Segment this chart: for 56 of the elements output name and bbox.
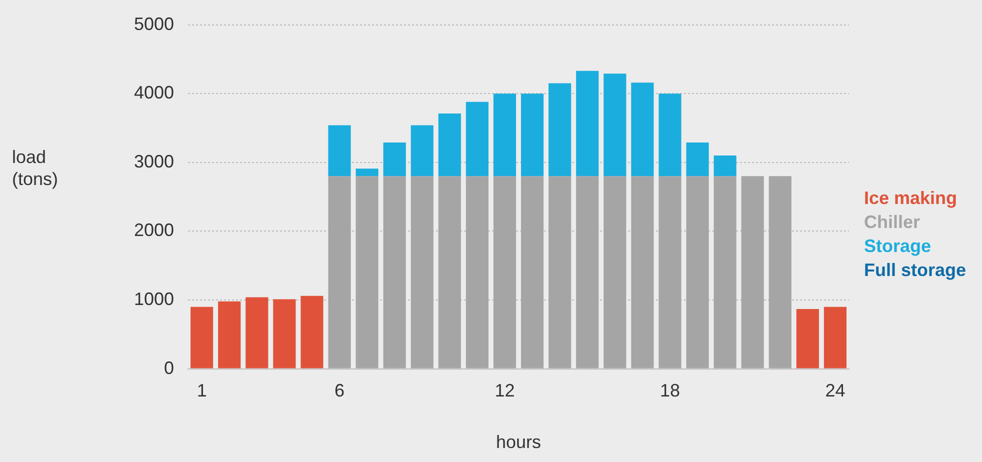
- bar: [300, 296, 324, 368]
- bar: [273, 299, 296, 368]
- text: Ice making: [864, 188, 958, 208]
- bar: [631, 82, 654, 176]
- text: Chiller: [864, 212, 920, 232]
- bar: [383, 176, 406, 368]
- bar: [768, 176, 792, 368]
- bar: [218, 301, 241, 368]
- y-axis-title: load (tons): [12, 146, 60, 190]
- bar: [356, 168, 378, 176]
- bar: [714, 176, 736, 368]
- bar: [438, 176, 461, 368]
- bar: [796, 308, 819, 368]
- y-tick-label: 1000: [134, 288, 174, 309]
- y-tick-label: 4000: [134, 82, 174, 103]
- x-axis-title: hours: [496, 432, 542, 452]
- bar: [328, 125, 351, 176]
- bar: [466, 102, 488, 176]
- bar: [548, 83, 572, 176]
- bar: [741, 176, 764, 368]
- bar: [658, 94, 682, 176]
- bar: [520, 94, 544, 176]
- bar: [576, 176, 599, 368]
- bar: [686, 176, 709, 368]
- x-tick-label: 6: [334, 380, 345, 401]
- y-tick-label: 2000: [134, 220, 174, 240]
- bar: [604, 176, 626, 368]
- bar: [604, 74, 626, 176]
- y-tick-label: 5000: [134, 14, 174, 34]
- bar: [548, 176, 572, 368]
- bar: [631, 176, 654, 368]
- bar: [246, 297, 268, 368]
- bar: [824, 306, 847, 368]
- x-tick-label: 18: [660, 380, 680, 401]
- bar: [410, 176, 434, 368]
- bar: [686, 142, 709, 176]
- bar: [383, 142, 406, 176]
- bar: [466, 176, 488, 368]
- x-tick-label: 24: [825, 380, 846, 401]
- x-tick-label: 12: [494, 380, 515, 401]
- y-tick-label: 3000: [134, 151, 174, 172]
- bar: [714, 156, 736, 176]
- bar: [520, 176, 544, 368]
- bar: [493, 176, 516, 368]
- bar: [410, 125, 434, 176]
- x-tick-label: 1: [196, 380, 207, 401]
- bar: [438, 114, 461, 176]
- bar: [576, 70, 599, 176]
- bar: [190, 306, 214, 368]
- bar: [328, 176, 351, 368]
- legend-label: Full storage: [864, 260, 966, 280]
- bar: [356, 176, 378, 368]
- bar: [493, 94, 516, 176]
- bar: [658, 176, 682, 368]
- text: Storage: [864, 236, 932, 256]
- y-tick-label: 0: [164, 358, 174, 378]
